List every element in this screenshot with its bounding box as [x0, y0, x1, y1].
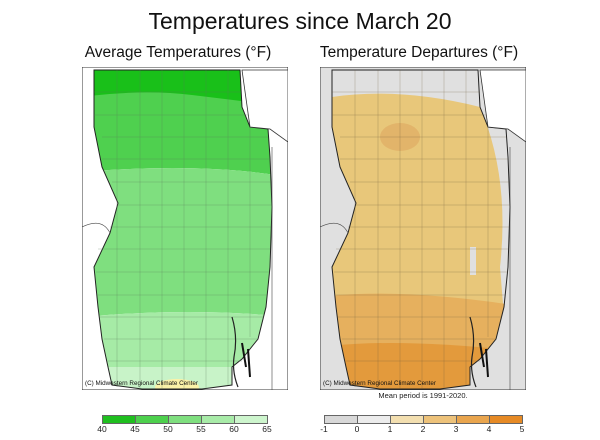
legend-tick-label: 2	[420, 424, 426, 434]
legend-swatch	[168, 415, 202, 424]
legend-swatch	[456, 415, 490, 424]
avg-temp-legend	[102, 415, 268, 424]
legend-tick-label: 40	[97, 424, 107, 434]
legend-swatch	[357, 415, 391, 424]
legend-tick-label: 45	[130, 424, 140, 434]
legend-tick-label: 50	[163, 424, 173, 434]
legend-tick-label: 3	[453, 424, 459, 434]
legend-tick-label: 60	[229, 424, 239, 434]
legend-swatch	[201, 415, 235, 424]
legend-swatch	[390, 415, 424, 424]
legend-tick-label: 5	[519, 424, 525, 434]
legend-tick-label: 4	[486, 424, 492, 434]
temperature-departure-map-svg: (C) Midwestern Regional Climate Center	[320, 67, 526, 390]
average-temperature-map: (C) Midwestern Regional Climate Center	[82, 67, 288, 390]
average-temperature-map-svg: (C) Midwestern Regional Climate Center	[82, 67, 288, 390]
temperature-departure-map: (C) Midwestern Regional Climate Center	[320, 67, 526, 390]
legend-swatch	[102, 415, 136, 424]
legend-tick-label: 1	[387, 424, 393, 434]
legend-tick-label: 65	[262, 424, 272, 434]
legend-swatch	[489, 415, 523, 424]
legend-tick-label: 0	[354, 424, 360, 434]
copyright-label: (C) Midwestern Regional Climate Center	[323, 380, 436, 387]
departure-map-title: Temperature Departures (°F)	[319, 44, 519, 61]
legend-swatch	[423, 415, 457, 424]
legend-tick-label: 55	[196, 424, 206, 434]
legend-swatch	[135, 415, 169, 424]
page-title: Temperatures since March 20	[148, 8, 452, 34]
departure-legend	[324, 415, 523, 424]
mean-period-note: Mean period is 1991-2020.	[378, 391, 468, 400]
legend-swatch	[324, 415, 358, 424]
avg-temp-map-title: Average Temperatures (°F)	[84, 44, 272, 61]
copyright-label: (C) Midwestern Regional Climate Center	[85, 380, 198, 387]
legend-tick-label: -1	[320, 424, 328, 434]
legend-swatch	[234, 415, 268, 424]
